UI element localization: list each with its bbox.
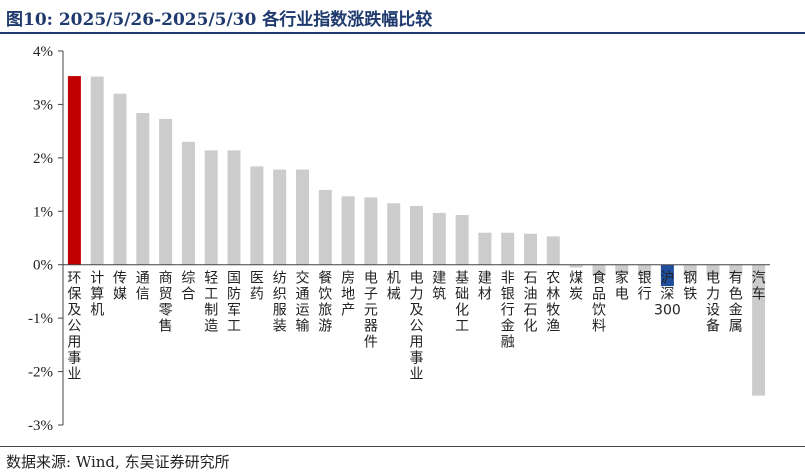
- category-label: 机械: [387, 271, 401, 303]
- y-tick-label: -3%: [28, 418, 53, 434]
- bar: [524, 233, 537, 265]
- category-label: 食品饮料: [592, 270, 606, 335]
- category-label: 计算机: [90, 271, 104, 319]
- category-label: 农林牧渔: [546, 271, 560, 335]
- bar: [706, 264, 720, 276]
- category-label: 电子元器件: [364, 271, 378, 351]
- category-label: 交通运输: [296, 270, 310, 335]
- category-label: 医药: [250, 271, 264, 303]
- y-tick-label: -1%: [28, 311, 53, 327]
- category-label: 石油石化: [524, 271, 538, 335]
- y-tick-label: 3%: [33, 97, 53, 113]
- category-label: 汽车: [752, 271, 766, 303]
- bar: [227, 150, 241, 265]
- bar: [729, 264, 743, 276]
- category-label: 钢铁: [683, 271, 697, 303]
- category-label: 电力及公用事业: [410, 271, 424, 383]
- bar: [181, 141, 195, 265]
- bar: [638, 264, 652, 276]
- y-tick-label: 1%: [33, 204, 53, 220]
- category-label: 轻工制造: [204, 271, 218, 335]
- bar: [455, 215, 469, 265]
- bar: [250, 166, 264, 265]
- category-label: 煤炭: [569, 271, 583, 303]
- category-label: 建材: [478, 271, 492, 303]
- bar: [364, 197, 378, 265]
- y-tick-label: -2%: [28, 365, 53, 381]
- bar: [410, 205, 423, 265]
- bar: [478, 232, 492, 265]
- y-tick-label: 2%: [33, 151, 53, 167]
- bar: [387, 203, 401, 265]
- category-label: 建筑: [432, 271, 446, 303]
- bar: [67, 76, 81, 265]
- category-label: 基础化工: [455, 270, 469, 335]
- bar: [318, 189, 332, 265]
- bar: [683, 264, 697, 276]
- data-source: 数据来源: Wind, 东吴证券研究所: [6, 453, 230, 471]
- bar-chart: 4% 3% 2% 1% 0% -1% -2% -3% 环保及公用事业计算机传媒通信商贸零售综合轻…: [28, 44, 770, 434]
- bar: [341, 196, 355, 265]
- bar: [273, 169, 287, 265]
- category-label: 家电: [615, 270, 629, 303]
- category-label: 电力设备: [706, 271, 720, 335]
- category-label: 非银行金融: [501, 271, 515, 351]
- bar: [296, 169, 309, 265]
- source-bar: 数据来源: Wind, 东吴证券研究所: [0, 446, 805, 474]
- category-label: 有色金属: [729, 271, 743, 335]
- category-label: 国防军工: [227, 271, 241, 335]
- category-label: 沪深 300: [654, 271, 681, 319]
- category-label: 通信: [136, 271, 150, 303]
- category-label: 纺织服装: [273, 271, 287, 335]
- bar: [615, 264, 629, 275]
- bar: [660, 264, 674, 287]
- bar: [113, 93, 127, 265]
- bar: [136, 113, 150, 265]
- y-tick-label: 0%: [33, 258, 53, 274]
- bar: [592, 264, 606, 275]
- bar: [546, 236, 560, 265]
- category-label: 商贸零售: [159, 271, 173, 335]
- bar: [432, 212, 446, 265]
- bar: [204, 150, 218, 265]
- bar: [501, 232, 515, 265]
- category-label: 房地产: [341, 271, 355, 319]
- category-label: 环保及公用事业: [67, 271, 81, 383]
- y-tick-label: 4%: [33, 44, 53, 60]
- category-label: 银行: [638, 271, 652, 303]
- bar: [752, 264, 766, 396]
- category-label: 传媒: [113, 271, 127, 303]
- title-bar: 图10: 2025/5/26-2025/5/30 各行业指数涨跌幅比较: [0, 0, 805, 34]
- bar: [90, 76, 104, 265]
- category-label: 综合: [181, 271, 195, 303]
- figure-title: 图10: 2025/5/26-2025/5/30 各行业指数涨跌幅比较: [6, 10, 433, 30]
- bar: [159, 118, 173, 265]
- category-label: 餐饮旅游: [318, 271, 332, 335]
- bar: [569, 264, 583, 268]
